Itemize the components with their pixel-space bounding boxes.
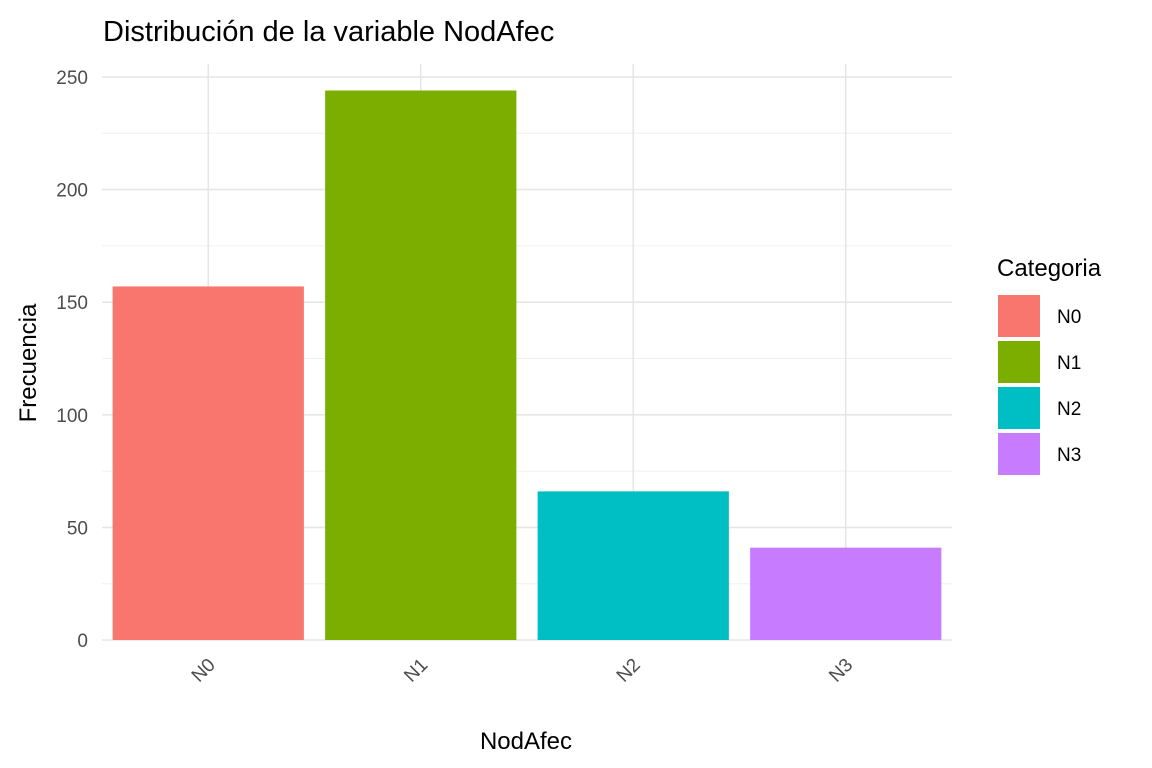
y-tick-label: 250 xyxy=(56,68,88,89)
legend-key-n3 xyxy=(998,433,1040,475)
legend-title: Categoria xyxy=(997,255,1102,282)
x-tick-label: N2 xyxy=(613,655,645,687)
bar-n3 xyxy=(750,547,942,640)
x-tick-label: N0 xyxy=(188,655,220,687)
y-tick-label: 200 xyxy=(56,181,88,202)
legend: Categoria N0 N1 N2 N3 xyxy=(997,255,1102,475)
bar-n1 xyxy=(325,90,517,640)
bars xyxy=(112,90,942,640)
y-tick-label: 100 xyxy=(56,406,88,427)
chart-title: Distribución de la variable NodAfec xyxy=(103,16,554,48)
legend-key-n0 xyxy=(998,295,1040,337)
legend-label: N0 xyxy=(1057,307,1081,328)
y-tick-label: 150 xyxy=(56,293,88,314)
y-axis-ticks: 0 50 100 150 200 250 xyxy=(56,68,88,652)
legend-key-n2 xyxy=(998,387,1040,429)
x-tick-label: N3 xyxy=(825,655,857,687)
legend-key-n1 xyxy=(998,341,1040,383)
y-tick-label: 50 xyxy=(67,518,88,539)
x-tick-label: N1 xyxy=(400,655,432,687)
bar-n0 xyxy=(112,286,304,640)
legend-label: N2 xyxy=(1057,399,1081,420)
x-axis-ticks: N0 N1 N2 N3 xyxy=(188,655,858,687)
legend-label: N1 xyxy=(1057,353,1081,374)
bar-n2 xyxy=(537,491,729,640)
y-tick-label: 0 xyxy=(77,631,88,652)
legend-label: N3 xyxy=(1057,445,1081,466)
x-axis-title: NodAfec xyxy=(480,728,572,755)
y-axis-title: Frecuencia xyxy=(15,303,42,422)
